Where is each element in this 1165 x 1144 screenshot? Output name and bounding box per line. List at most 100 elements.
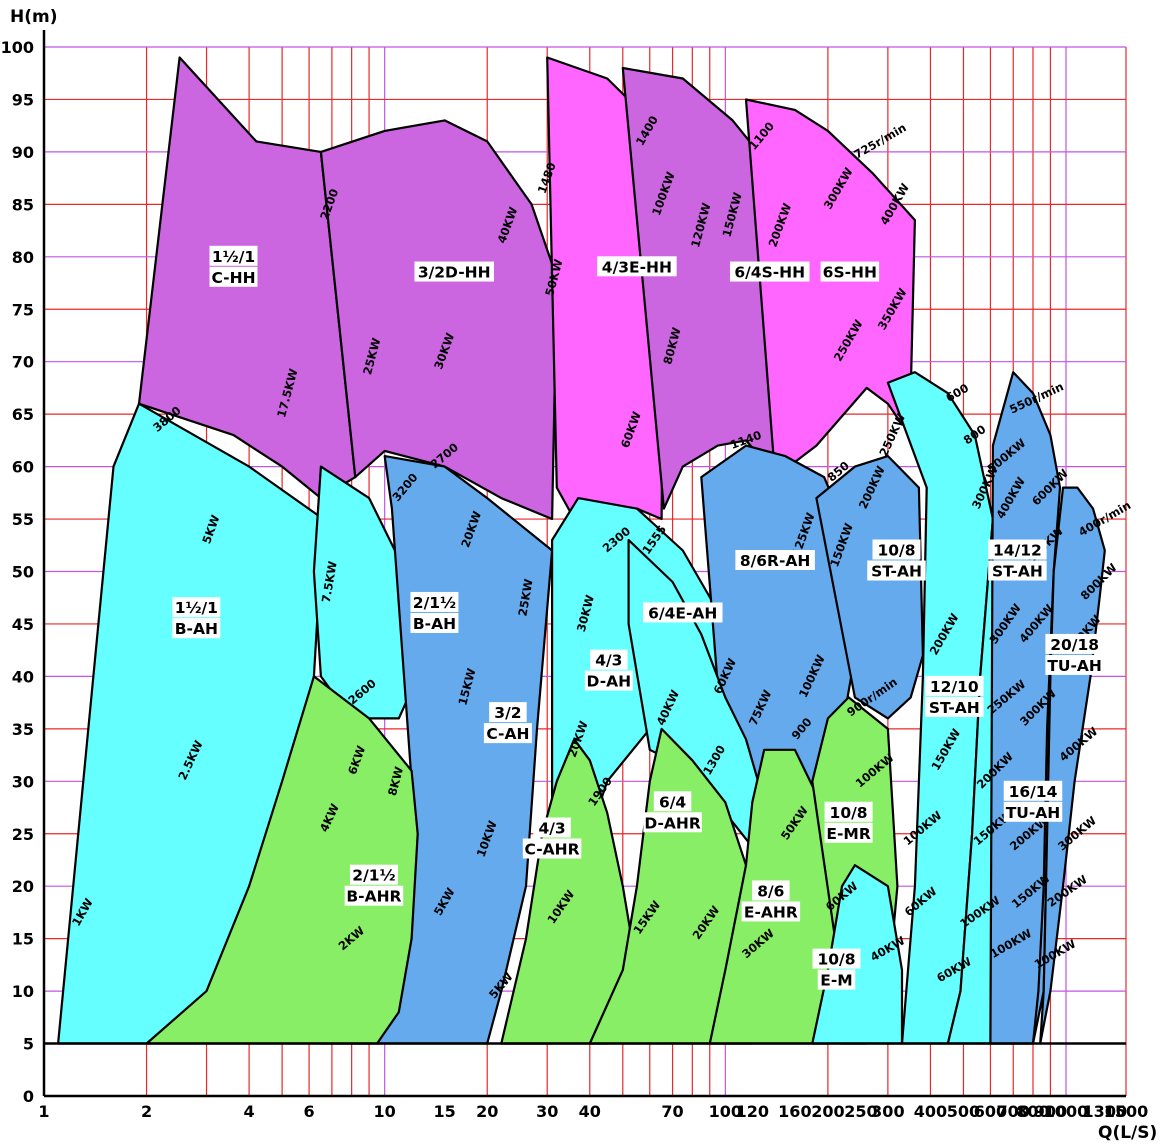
- pump-label-box: [1003, 780, 1063, 801]
- y-tick-label: 75: [12, 300, 34, 319]
- pump-label-box: [817, 969, 856, 990]
- y-tick-label: 60: [12, 458, 34, 477]
- y-axis-title: H(m): [10, 7, 57, 27]
- pump-label: 4/3E-HH: [602, 258, 672, 276]
- pump-label: 20/18: [1050, 636, 1099, 654]
- pump-label-box: [1045, 633, 1104, 654]
- pump-label: TU-AH: [1047, 657, 1102, 675]
- pump-label-box: [590, 649, 628, 670]
- pump-label: 10/8: [830, 804, 868, 822]
- pump-label: D-AH: [587, 673, 632, 691]
- y-tick-label: 10: [12, 982, 34, 1001]
- y-tick-label: 80: [12, 248, 34, 267]
- y-tick-label: 95: [12, 90, 34, 109]
- pump-area-6s-hh: [744, 98, 917, 479]
- pump-label-box: [344, 885, 404, 906]
- pump-label: 6/4E-AH: [648, 604, 717, 622]
- pump-label-box: [522, 838, 582, 859]
- x-tick-label: 900: [1034, 1102, 1067, 1121]
- y-tick-label: 90: [12, 143, 34, 162]
- x-tick-label: 1: [38, 1102, 49, 1121]
- curve-annotation: 725r/min: [851, 120, 908, 161]
- x-tick-label: 700: [997, 1102, 1030, 1121]
- pump-label-box: [410, 612, 459, 633]
- curve-annotation: 600: [943, 381, 971, 405]
- x-tick-label: 250: [844, 1102, 877, 1121]
- y-tick-label: 40: [12, 667, 34, 686]
- pump-label-box: [867, 560, 926, 581]
- pump-label: E-M: [820, 972, 852, 990]
- pump-label: ST-AH: [871, 563, 922, 581]
- pump-label: 12/10: [930, 678, 979, 696]
- y-tick-label: 30: [12, 772, 34, 791]
- pump-label-box: [533, 817, 571, 838]
- pump-label-box: [209, 245, 258, 266]
- pump-label: 16/14: [1009, 783, 1058, 801]
- x-tick-label: 40: [579, 1102, 601, 1121]
- pump-label: 2/1½: [413, 594, 456, 612]
- pump-label: D-AHR: [644, 814, 701, 832]
- pump-label-box: [820, 261, 880, 282]
- x-tick-label: 20: [476, 1102, 498, 1121]
- x-tick-label: 15: [434, 1102, 456, 1121]
- x-tick-label: 120: [736, 1102, 769, 1121]
- pump-label-box: [349, 864, 398, 885]
- pump-label-box: [741, 901, 801, 922]
- pump-label: 6/4S-HH: [734, 264, 805, 282]
- pump-label-box: [410, 591, 459, 612]
- x-tick-label: 10: [374, 1102, 396, 1121]
- x-tick-label: 4: [244, 1102, 255, 1121]
- pump-label: 10/8: [817, 951, 855, 969]
- pump-area-2-1-b-ah: [312, 465, 419, 720]
- pump-label-box: [597, 256, 677, 277]
- pump-label-box: [172, 618, 221, 639]
- pump-label: 6/4: [659, 793, 686, 811]
- x-tick-label: 100: [709, 1102, 742, 1121]
- x-tick-label: 200: [811, 1102, 844, 1121]
- x-tick-label: 70: [661, 1102, 683, 1121]
- pump-label: E-MR: [826, 825, 870, 843]
- pump-label-box: [872, 539, 921, 560]
- y-tick-label: 85: [12, 195, 34, 214]
- pump-label: C-HH: [211, 269, 255, 287]
- pump-label-box: [735, 550, 815, 571]
- x-tick-label: 30: [536, 1102, 558, 1121]
- x-tick-label: 1500: [1104, 1102, 1149, 1121]
- pump-label: 8/6: [757, 882, 784, 900]
- x-tick-label: 2: [141, 1102, 152, 1121]
- pump-label-box: [483, 723, 532, 744]
- y-tick-label: 0: [23, 1087, 34, 1106]
- pump-label: 10/8: [877, 542, 915, 560]
- pump-label-box: [729, 261, 810, 282]
- x-axis-title: Q(L/S): [1098, 1123, 1157, 1143]
- x-tick-label: 500: [947, 1102, 980, 1121]
- y-tick-label: 100: [1, 38, 34, 57]
- pump-label: 1½/1: [212, 248, 255, 266]
- pump-label: 2/1½: [352, 867, 395, 885]
- pump-label: 1½/1: [175, 599, 218, 617]
- pump-label: TU-AH: [1006, 804, 1061, 822]
- y-tick-label: 25: [12, 825, 34, 844]
- pump-label-box: [172, 597, 221, 618]
- pump-label-box: [489, 702, 527, 723]
- pump-label-box: [643, 812, 702, 833]
- pump-label: B-AH: [413, 615, 456, 633]
- pump-label: 3/2: [494, 704, 521, 722]
- pump-label-box: [824, 822, 873, 843]
- pump-label-box: [988, 539, 1047, 560]
- y-tick-label: 70: [12, 353, 34, 372]
- pump-label: 8/6R-AH: [740, 552, 811, 570]
- pump-labels: 1½/1 C-HH 3/2D-HH 4/3E-HH 6/4S-HH 6S-HH 1½/1 B-…: [172, 245, 1104, 990]
- x-tick-label: 1000: [1044, 1102, 1089, 1121]
- pump-label-box: [812, 948, 861, 969]
- pump-label-box: [1003, 801, 1063, 822]
- y-tick-label: 20: [12, 877, 34, 896]
- pump-label-box: [643, 602, 723, 623]
- pump-label-box: [209, 266, 258, 287]
- y-tick-label: 35: [12, 720, 34, 739]
- pump-label: B-AH: [175, 620, 218, 638]
- x-tick-label: 600: [974, 1102, 1007, 1121]
- pump-label: C-AH: [486, 725, 529, 743]
- x-tick-label: 800: [1016, 1102, 1049, 1121]
- pump-label: E-AHR: [744, 903, 798, 921]
